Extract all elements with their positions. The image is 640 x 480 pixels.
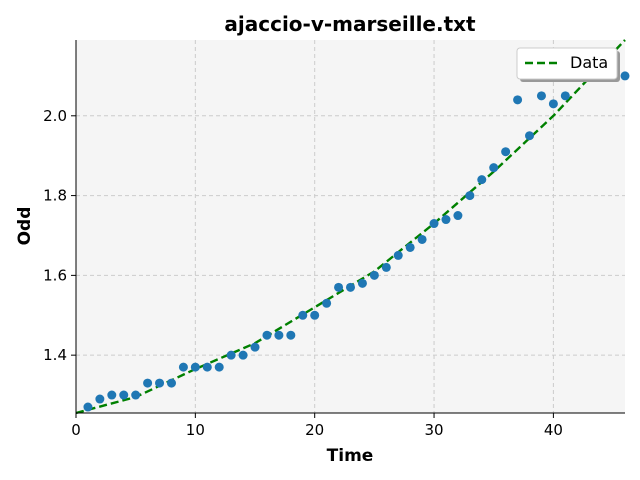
data-point — [620, 71, 630, 81]
data-point — [155, 378, 165, 388]
x-axis-label: Time — [327, 446, 374, 466]
data-point — [250, 342, 260, 352]
data-point — [417, 234, 427, 244]
data-point — [262, 330, 272, 340]
chart-title: ajaccio-v-marseille.txt — [224, 12, 476, 36]
data-point — [453, 211, 463, 221]
data-point — [548, 99, 558, 109]
data-point — [334, 282, 344, 292]
y-ticks: 1.4 1.6 1.8 2.0 — [43, 107, 76, 364]
data-point — [525, 131, 535, 141]
legend: Data — [516, 47, 620, 82]
data-point — [190, 362, 200, 372]
data-point — [381, 262, 391, 272]
legend-label: Data — [570, 53, 608, 72]
data-point — [202, 362, 212, 372]
data-point — [513, 95, 523, 105]
x-ticks: 0 10 20 30 40 — [71, 413, 563, 439]
y-tick-label: 1.8 — [43, 187, 67, 205]
fit-line-group — [75, 39, 626, 415]
legend-box — [516, 47, 618, 80]
data-point — [501, 147, 511, 157]
data-point — [107, 390, 117, 400]
data-point — [357, 278, 367, 288]
data-point — [178, 362, 188, 372]
data-point — [131, 390, 141, 400]
data-point — [95, 394, 105, 404]
y-tick-label: 1.4 — [43, 346, 67, 364]
data-point — [310, 310, 320, 320]
data-point — [238, 350, 248, 360]
plot-area — [76, 40, 625, 413]
grid — [76, 40, 625, 413]
fit-line — [75, 39, 626, 415]
data-point — [298, 310, 308, 320]
x-tick-label: 0 — [71, 421, 81, 439]
data-point — [560, 91, 570, 101]
data-point — [346, 282, 355, 292]
data-point — [286, 330, 296, 340]
data-point — [489, 163, 499, 173]
x-tick-label: 30 — [424, 421, 443, 439]
data-point — [83, 402, 93, 412]
data-point — [214, 362, 224, 372]
data-points — [83, 71, 630, 412]
x-tick-label: 40 — [544, 421, 563, 439]
data-point — [369, 270, 379, 280]
data-point — [226, 350, 236, 360]
data-point — [441, 215, 451, 225]
data-point — [393, 250, 403, 260]
data-point — [143, 378, 153, 388]
y-tick-label: 2.0 — [43, 107, 67, 125]
data-point — [119, 390, 129, 400]
data-point — [405, 242, 415, 252]
y-tick-label: 1.6 — [43, 266, 67, 284]
x-tick-label: 20 — [305, 421, 324, 439]
data-point — [477, 175, 487, 185]
data-point — [429, 219, 439, 229]
data-point — [274, 330, 284, 340]
data-point — [322, 298, 332, 308]
x-tick-label: 10 — [186, 421, 205, 439]
y-axis-label: Odd — [15, 207, 35, 246]
data-point — [465, 191, 475, 201]
data-point — [536, 91, 546, 101]
data-point — [166, 378, 176, 388]
